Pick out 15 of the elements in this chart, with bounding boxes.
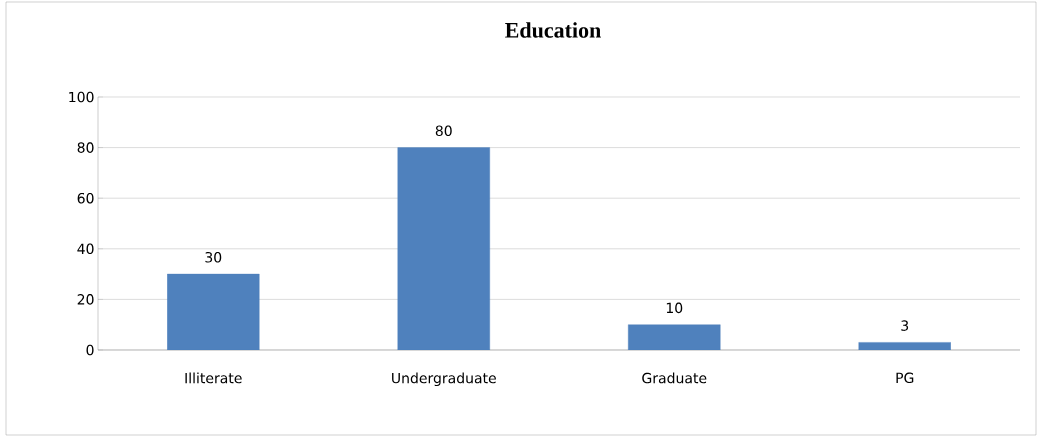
x-tick-label: Graduate <box>642 372 707 384</box>
data-label: 80 <box>435 125 452 137</box>
data-label: 3 <box>901 320 909 331</box>
data-label: 10 <box>666 302 683 314</box>
data-label: 30 <box>205 251 222 263</box>
x-tick-label: Undergraduate <box>392 372 496 387</box>
chart-title: Education <box>505 22 601 38</box>
x-tick-label: Illiterate <box>185 372 242 384</box>
y-tick-label: 0 <box>86 344 94 356</box>
y-tick-label: 40 <box>77 243 94 255</box>
y-tick-label: 80 <box>77 142 94 153</box>
y-tick-label: 20 <box>77 294 94 305</box>
x-tick-label: PG <box>896 372 914 384</box>
y-tick-label: 60 <box>77 192 94 204</box>
y-tick-label: 100 <box>69 91 94 103</box>
